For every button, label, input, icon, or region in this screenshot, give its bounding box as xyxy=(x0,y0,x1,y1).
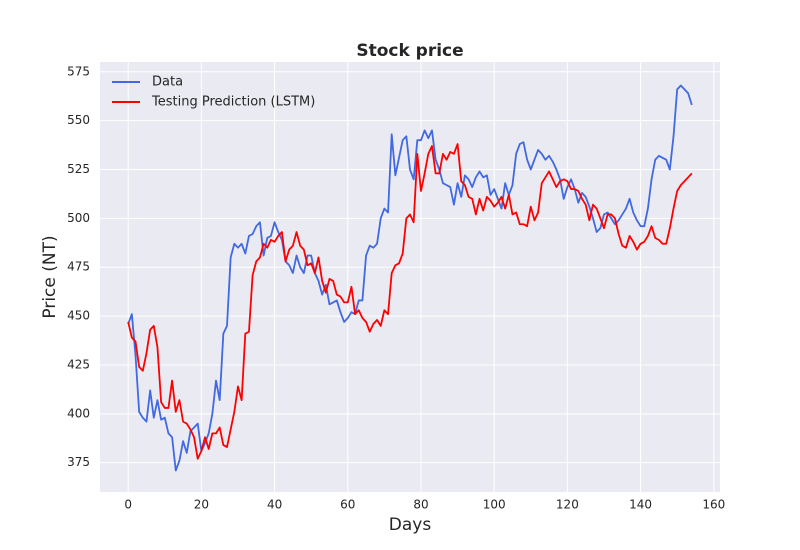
legend: Data Testing Prediction (LSTM) xyxy=(112,75,315,110)
x-tick-label: 40 xyxy=(267,498,282,512)
legend-label: Data xyxy=(152,75,183,90)
x-tick-label: 80 xyxy=(413,498,428,512)
x-tick-label: 100 xyxy=(483,498,506,512)
x-tick-label: 120 xyxy=(556,498,579,512)
series-line xyxy=(127,84,693,472)
y-tick-label: 375 xyxy=(67,455,90,469)
grid xyxy=(100,62,720,492)
chart-title: Stock price xyxy=(356,41,463,61)
x-axis-label: Days xyxy=(389,515,432,535)
y-tick-label: 500 xyxy=(67,211,90,225)
y-axis-label: Price (NT) xyxy=(40,235,60,318)
y-tick-label: 450 xyxy=(67,309,90,323)
x-tick-label: 60 xyxy=(340,498,355,512)
x-tick-label: 20 xyxy=(194,498,209,512)
plot-area xyxy=(100,62,720,492)
series-line xyxy=(127,143,693,460)
y-tick-label: 575 xyxy=(67,64,90,78)
x-tick-label: 140 xyxy=(629,498,652,512)
y-tick-label: 400 xyxy=(67,406,90,420)
x-tick-label: 0 xyxy=(124,498,132,512)
x-tick-label: 160 xyxy=(702,498,725,512)
y-tick-label: 525 xyxy=(67,162,90,176)
legend-label: Testing Prediction (LSTM) xyxy=(151,95,315,110)
lines xyxy=(127,84,693,472)
y-tick-label: 425 xyxy=(67,357,90,371)
y-tick-label: 475 xyxy=(67,260,90,274)
y-tick-label: 550 xyxy=(67,113,90,127)
